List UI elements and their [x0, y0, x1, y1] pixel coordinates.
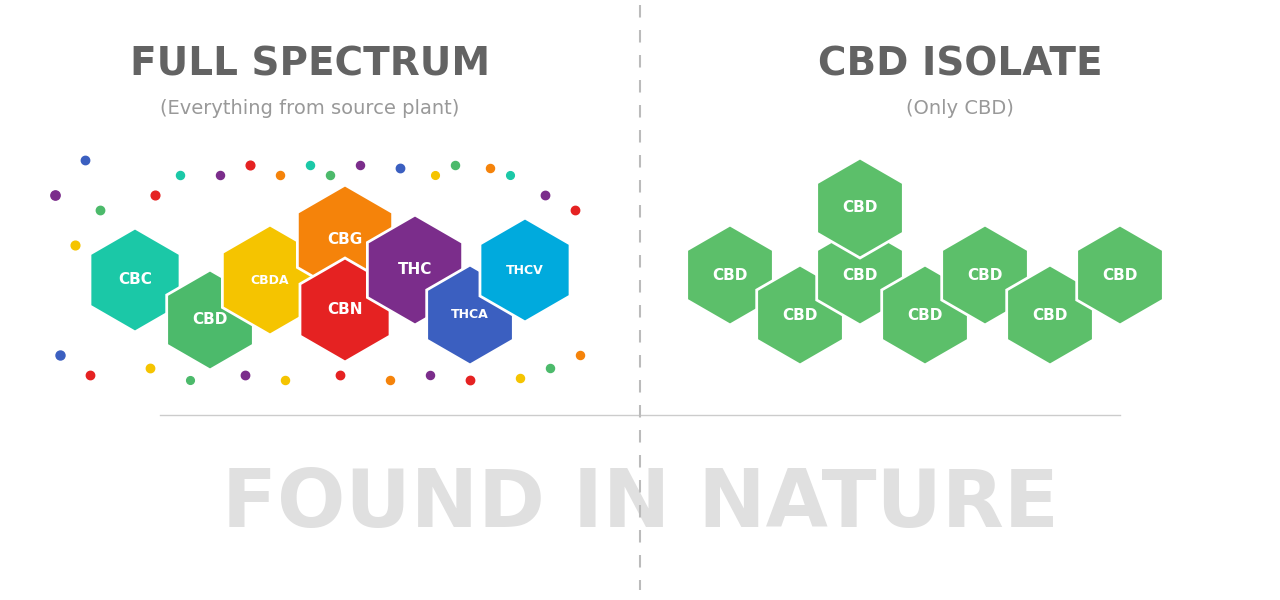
- Text: CBD: CBD: [842, 200, 878, 215]
- Text: CBD: CBD: [842, 268, 878, 283]
- Text: THC: THC: [398, 263, 433, 277]
- Text: CBD: CBD: [1102, 268, 1138, 283]
- Text: CBD: CBD: [1032, 307, 1068, 323]
- Polygon shape: [756, 265, 844, 365]
- Text: CBDA: CBDA: [251, 274, 289, 286]
- Text: THCA: THCA: [451, 308, 489, 322]
- Polygon shape: [480, 218, 570, 322]
- Text: (Only CBD): (Only CBD): [906, 98, 1014, 118]
- Polygon shape: [223, 225, 317, 335]
- Text: CBD: CBD: [968, 268, 1002, 283]
- Text: FULL SPECTRUM: FULL SPECTRUM: [131, 46, 490, 84]
- Polygon shape: [882, 265, 968, 365]
- Polygon shape: [297, 185, 393, 295]
- Text: (Everything from source plant): (Everything from source plant): [160, 98, 460, 118]
- Polygon shape: [300, 258, 390, 362]
- Polygon shape: [942, 225, 1028, 325]
- Polygon shape: [367, 215, 462, 325]
- Text: CBD: CBD: [908, 307, 942, 323]
- Text: THCV: THCV: [506, 263, 544, 277]
- Text: CBN: CBN: [328, 302, 362, 317]
- Polygon shape: [166, 270, 253, 370]
- Text: FOUND IN NATURE: FOUND IN NATURE: [221, 466, 1059, 544]
- Text: CBG: CBG: [328, 232, 362, 247]
- Polygon shape: [426, 265, 513, 365]
- Text: CBD: CBD: [782, 307, 818, 323]
- Text: CBC: CBC: [118, 272, 152, 287]
- Text: CBD: CBD: [192, 313, 228, 328]
- Text: CBD: CBD: [712, 268, 748, 283]
- Polygon shape: [1006, 265, 1093, 365]
- Polygon shape: [817, 225, 904, 325]
- Polygon shape: [686, 225, 773, 325]
- Polygon shape: [90, 228, 180, 332]
- Text: CBD ISOLATE: CBD ISOLATE: [818, 46, 1102, 84]
- Polygon shape: [817, 158, 904, 258]
- Polygon shape: [1076, 225, 1164, 325]
